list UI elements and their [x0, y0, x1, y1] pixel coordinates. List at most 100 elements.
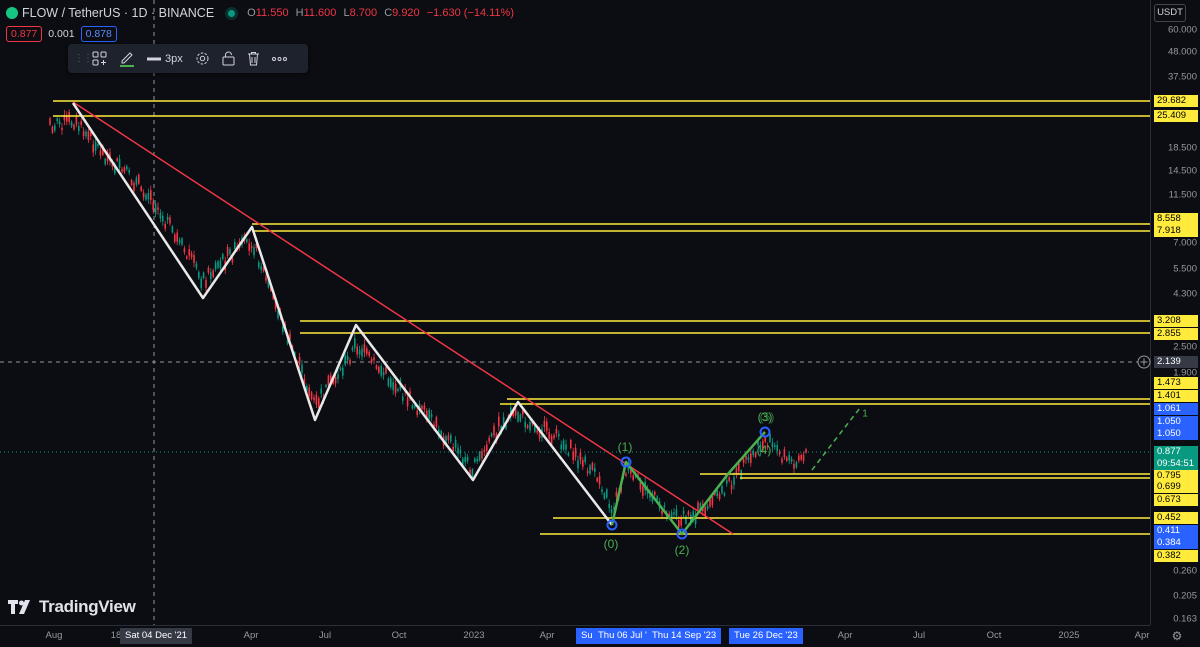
candle-body [560, 444, 562, 450]
candle-body [392, 382, 394, 391]
price-tick: 2.500 [1173, 341, 1197, 353]
candle-body [490, 433, 493, 437]
candle-body [572, 451, 574, 461]
horizontal-levels[interactable] [53, 100, 1150, 535]
candle-body [99, 150, 102, 156]
candle-body [577, 460, 579, 469]
candle-body [58, 121, 61, 125]
candle-body [339, 367, 342, 370]
candle-body [414, 405, 416, 408]
price-tick: 37.500 [1167, 71, 1197, 83]
candle-body [260, 266, 262, 270]
sell-price-button[interactable]: 0.877 [6, 26, 43, 42]
line-style-button[interactable]: 3px [147, 49, 183, 69]
level-price-label: 0.452 [1154, 512, 1198, 524]
candle-body [190, 253, 193, 258]
price-axis[interactable]: 60.000 48.000 37.500 18.500 14.500 11.50… [1150, 0, 1200, 625]
chart-area[interactable]: (0) (1) (2) (3) (4) (5) 1 FLOW / TetherU… [0, 0, 1150, 625]
candle-body [445, 436, 447, 446]
level-price-label: 1.401 [1154, 390, 1198, 402]
candle-body [262, 267, 265, 272]
wave-point-handle[interactable] [620, 456, 632, 468]
candle-body [483, 449, 486, 453]
candle-body [188, 249, 190, 256]
candle-body [728, 477, 730, 481]
candle-body [562, 440, 565, 450]
candle-body [639, 480, 642, 490]
candle-body [56, 118, 58, 122]
candle-body [584, 456, 586, 463]
market-status-icon[interactable] [228, 9, 236, 17]
candle-body [798, 455, 800, 461]
unlock-icon[interactable] [222, 49, 235, 69]
wave-point-handle[interactable] [606, 519, 618, 531]
price-tick: 14.500 [1167, 165, 1197, 177]
currency-button[interactable]: USDT [1154, 4, 1186, 22]
candle-body [337, 374, 339, 379]
candle-body [342, 367, 344, 376]
blue-price-label: 1.061 [1154, 403, 1198, 415]
price-chart[interactable] [0, 0, 1150, 625]
grip-icon[interactable]: ⋮⋮ [74, 52, 93, 64]
candle-body [800, 454, 802, 460]
time-tick: 2023 [463, 630, 485, 641]
candle-body [738, 463, 740, 472]
candle-body [706, 505, 709, 509]
wave-label-projection: 1 [862, 408, 868, 420]
candle-body [426, 410, 428, 421]
elliott-wave-drawing[interactable] [610, 431, 766, 536]
candle-body [61, 127, 63, 131]
candle-body [423, 405, 426, 410]
bar-countdown-label: 09:54:51 [1154, 458, 1198, 470]
candle-body [781, 458, 783, 463]
wave-point-handle[interactable] [759, 426, 771, 438]
time-tick: 2025 [1058, 630, 1080, 641]
buy-price-button[interactable]: 0.878 [80, 26, 117, 42]
pencil-icon[interactable] [119, 49, 135, 69]
candle-body [250, 246, 253, 249]
candle-body [726, 480, 728, 484]
candle-body [687, 511, 690, 516]
candle-body [253, 247, 255, 256]
candle-body [498, 416, 500, 427]
candle-body [766, 445, 769, 448]
line-style-icon [147, 57, 161, 60]
candle-body [699, 503, 702, 512]
candle-body [764, 436, 766, 442]
candle-body [147, 193, 150, 200]
descending-trendline[interactable] [72, 101, 734, 535]
trash-icon[interactable] [247, 49, 260, 69]
projected-wave-drawing[interactable] [811, 407, 861, 471]
candle-body [440, 430, 442, 439]
line-width-label: 3px [165, 52, 183, 65]
candle-body [536, 430, 538, 433]
time-tick: Oct [986, 630, 1002, 641]
add-alert-icon[interactable] [1137, 355, 1151, 369]
zigzag-drawing[interactable] [71, 102, 613, 526]
more-icon[interactable] [271, 49, 287, 69]
candle-body [195, 263, 198, 268]
time-tick: Jul [912, 630, 926, 641]
candle-body [75, 115, 78, 125]
candle-body [97, 143, 99, 147]
candle-body [248, 243, 250, 251]
candle-body [534, 425, 536, 432]
time-axis[interactable]: Aug 18 Apr Jul Oct 2023 Apr Apr Jul Oct … [0, 625, 1150, 647]
candle-body [272, 294, 274, 299]
candle-body [522, 410, 524, 415]
settings-icon[interactable] [195, 49, 210, 69]
add-template-icon[interactable] [92, 49, 107, 69]
candle-body [390, 378, 392, 388]
candle-body [226, 246, 229, 256]
candle-body [394, 383, 397, 393]
candle-body [378, 366, 380, 373]
candle-body [546, 421, 548, 431]
wave-point-handle[interactable] [676, 528, 688, 540]
candle-body [471, 469, 474, 479]
spread-value: 0.001 [48, 28, 75, 40]
candle-body [565, 444, 567, 450]
chart-settings-icon[interactable]: ⚙ [1171, 629, 1183, 643]
tradingview-watermark[interactable]: TradingView [8, 597, 136, 617]
symbol-title[interactable]: FLOW / TetherUS · 1D · BINANCE [22, 6, 215, 20]
candle-body [409, 391, 411, 398]
